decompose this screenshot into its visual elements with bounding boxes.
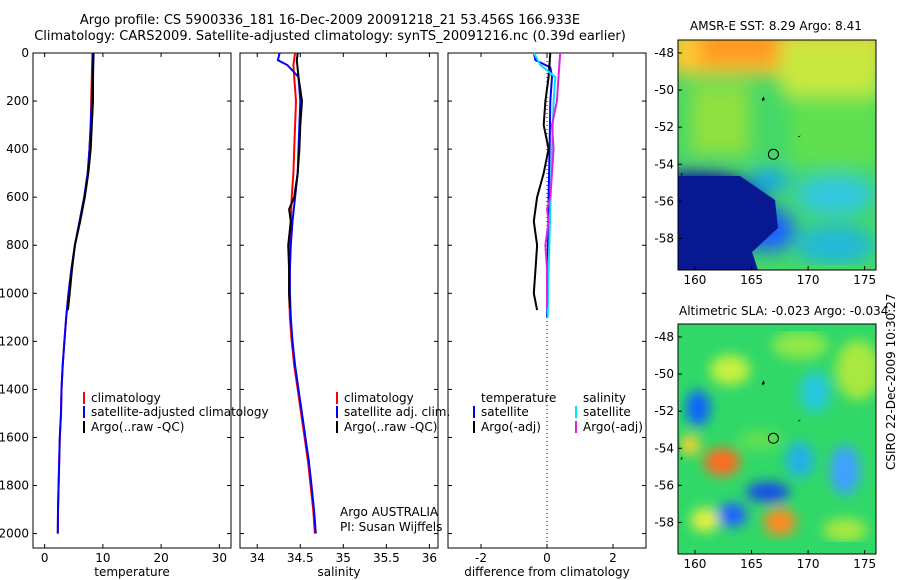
map-ytick-label: -52 xyxy=(654,404,674,418)
map-ytick-label: -54 xyxy=(654,157,674,171)
map-xtick-label: 165 xyxy=(740,557,763,571)
depth-ytick-label: 400 xyxy=(6,142,29,156)
island-mark xyxy=(797,419,801,422)
diff-legend-salinity-heading: salinity xyxy=(583,391,626,405)
map-ytick-label: -54 xyxy=(654,441,674,455)
sst-heatmap xyxy=(678,40,876,270)
map-xtick-label: 170 xyxy=(797,557,820,571)
sla-heatmap xyxy=(678,324,876,554)
diff-legend-temp-argo: Argo(-adj) xyxy=(481,420,541,434)
diff-legend-sal-argo: Argo(-adj) xyxy=(583,420,643,434)
temp-legend-argo: Argo(..raw -QC) xyxy=(91,420,184,434)
depth-ytick-label: 1200 xyxy=(0,334,29,348)
sal-annotation-line2: PI: Susan Wijffels xyxy=(340,520,442,534)
map-ytick-label: -58 xyxy=(654,231,674,245)
map-xtick-label: 160 xyxy=(684,273,707,287)
sst-map-title: AMSR-E SST: 8.29 Argo: 8.41 xyxy=(690,19,862,33)
map-xtick-label: 170 xyxy=(797,273,820,287)
temperature-frame xyxy=(32,52,232,549)
map-ytick-label: -56 xyxy=(654,478,674,492)
salinity-xtick-label: 34.5 xyxy=(287,551,314,565)
island-mark xyxy=(761,380,765,386)
map-xtick-label: 160 xyxy=(684,557,707,571)
diff-legend-sal-satellite: satellite xyxy=(583,405,631,419)
sal-annotation-line1: Argo AUSTRALIA xyxy=(340,505,439,519)
salinity-frame xyxy=(239,52,439,549)
difference-series-salinity-argo-adj- xyxy=(544,52,562,308)
difference-xtick-label: 0 xyxy=(543,551,551,565)
depth-ytick-label: 1600 xyxy=(0,430,29,444)
sal-legend-argo: Argo(..raw -QC) xyxy=(344,420,437,434)
island-mark xyxy=(680,456,683,460)
map-ytick-label: -56 xyxy=(654,194,674,208)
salinity-xtick-label: 35.5 xyxy=(373,551,400,565)
map-xtick-label: 175 xyxy=(853,273,876,287)
map-ytick-label: -50 xyxy=(654,367,674,381)
temperature-series-satellite-adjusted-climatology xyxy=(56,52,94,534)
title-line-2: Climatology: CARS2009. Satellite-adjuste… xyxy=(34,29,626,44)
diff-legend-temperature-heading: temperature xyxy=(481,391,556,405)
temperature-series-climatology xyxy=(56,52,94,534)
temp-legend-satellite: satellite-adjusted climatology xyxy=(91,405,269,419)
temperature-series-argo-raw-qc- xyxy=(66,52,95,311)
salinity-xlabel: salinity xyxy=(317,565,360,579)
depth-ytick-label: 200 xyxy=(6,94,29,108)
island-mark xyxy=(680,172,683,176)
diff-legend-temp-satellite: satellite xyxy=(481,405,529,419)
map-ytick-label: -52 xyxy=(654,120,674,134)
map-xtick-label: 165 xyxy=(740,273,763,287)
amsr-e-sst-map-frame xyxy=(677,39,877,271)
title-line-1: Argo profile: CS 5900336_181 16-Dec-2009… xyxy=(79,13,581,28)
depth-ytick-label: 2000 xyxy=(0,527,29,541)
temperature-xtick-label: 30 xyxy=(212,551,227,565)
map-ytick-label: -50 xyxy=(654,83,674,97)
salinity-xtick-label: 36 xyxy=(422,551,437,565)
map-xtick-label: 175 xyxy=(853,557,876,571)
temp-legend-climatology: climatology xyxy=(91,391,161,405)
sal-legend-climatology: climatology xyxy=(344,391,414,405)
difference-series-temperature-argo-adj- xyxy=(532,52,552,311)
depth-ytick-label: 0 xyxy=(21,46,29,60)
difference-xtick-label: 2 xyxy=(609,551,617,565)
depth-ytick-label: 1000 xyxy=(0,286,29,300)
sla-map-title: Altimetric SLA: -0.023 Argo: -0.034 xyxy=(679,304,889,318)
difference-xtick-label: -2 xyxy=(475,551,487,565)
salinity-xtick-label: 34 xyxy=(250,551,265,565)
temperature-xtick-label: 20 xyxy=(153,551,168,565)
map-ytick-label: -58 xyxy=(654,515,674,529)
altimetric-sla-map-frame xyxy=(677,323,877,555)
salinity-xtick-label: 35 xyxy=(336,551,351,565)
temperature-xlabel: temperature xyxy=(94,565,169,579)
salinity-series-argo-raw-qc- xyxy=(287,52,304,308)
difference-xlabel: difference from climatology xyxy=(464,565,630,579)
map-ytick-label: -48 xyxy=(654,330,674,344)
depth-ytick-label: 1800 xyxy=(0,479,29,493)
argo-position-marker xyxy=(767,432,779,444)
map-ytick-label: -48 xyxy=(654,46,674,60)
island-mark xyxy=(761,96,765,102)
island-mark xyxy=(797,135,801,138)
depth-ytick-label: 600 xyxy=(6,190,29,204)
argo-position-marker xyxy=(767,148,779,160)
depth-ytick-label: 800 xyxy=(6,238,29,252)
salinity-series-climatology xyxy=(288,52,316,534)
temperature-xtick-label: 10 xyxy=(95,551,110,565)
salinity-series-satellite-adj-clim- xyxy=(276,52,317,534)
depth-ytick-label: 1400 xyxy=(0,382,29,396)
temperature-xtick-label: 0 xyxy=(41,551,49,565)
sal-legend-satellite: satellite adj. clim. xyxy=(344,405,450,419)
